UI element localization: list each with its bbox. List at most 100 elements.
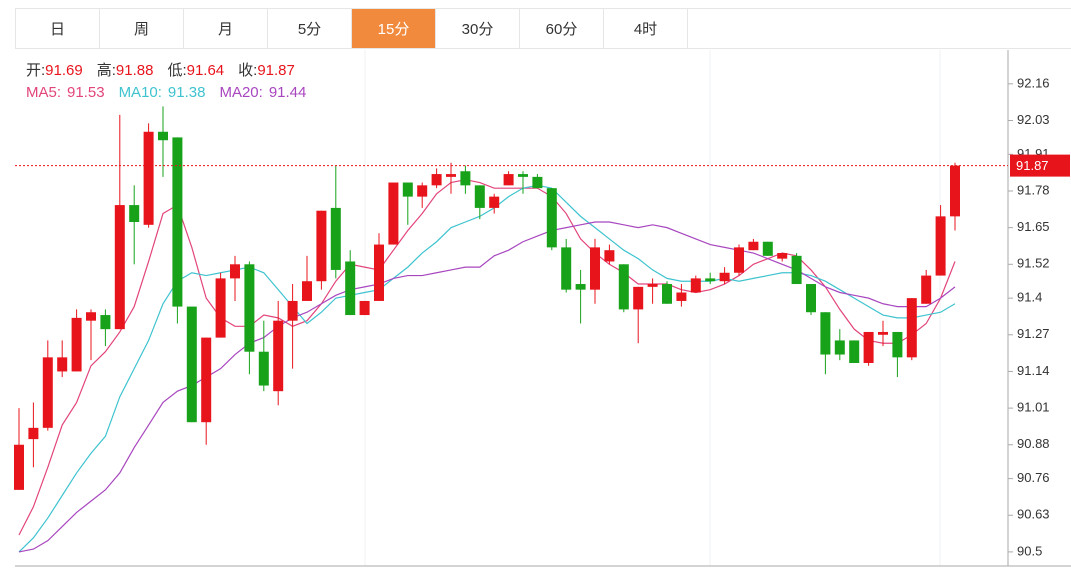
candle-body xyxy=(719,272,730,282)
ohlc-label: 高: xyxy=(96,62,116,79)
candle-body xyxy=(561,247,572,290)
candle-body xyxy=(14,444,24,490)
candle-body xyxy=(402,182,413,197)
candle-body xyxy=(201,337,212,423)
legend-label: MA10: xyxy=(118,84,162,101)
candle-body xyxy=(244,264,255,352)
candle-body xyxy=(215,278,226,338)
candle-body xyxy=(705,278,716,282)
candle-body xyxy=(474,185,485,208)
candle-body xyxy=(57,357,68,372)
candle-body xyxy=(460,171,471,186)
candle-body xyxy=(921,275,932,304)
candle-body xyxy=(143,131,154,225)
candle-body xyxy=(345,261,356,316)
period-tab[interactable]: 月 xyxy=(184,9,268,48)
legend-value: 91.53 xyxy=(67,84,105,101)
y-tick-label: 91.65 xyxy=(1017,219,1050,234)
candle-body xyxy=(302,281,312,301)
y-tick-label: 91.01 xyxy=(1017,400,1050,415)
y-tick-label: 92.16 xyxy=(1017,75,1050,90)
candle-body xyxy=(935,216,946,276)
candle-body xyxy=(748,241,759,251)
y-tick-label: 91.78 xyxy=(1017,182,1050,197)
y-tick-label: 91.27 xyxy=(1017,326,1050,341)
ohlc-label: 收: xyxy=(238,62,258,79)
period-tab[interactable]: 日 xyxy=(16,9,100,48)
legend-value: 91.44 xyxy=(268,84,307,101)
candle-body xyxy=(258,351,269,386)
y-tick-label: 90.88 xyxy=(1017,436,1050,451)
candle-body xyxy=(186,306,197,423)
period-tab[interactable]: 60分 xyxy=(520,9,604,48)
y-tick-label: 90.5 xyxy=(1017,543,1042,558)
candle-body xyxy=(633,286,644,310)
candle-body xyxy=(42,357,53,428)
candle-body xyxy=(647,284,658,287)
candle-body xyxy=(590,247,600,290)
info-panel: 开:91.69 高:91.88 低:91.64 收:91.87 MA5: 91.53 MA… xyxy=(26,60,320,104)
candle-body xyxy=(86,312,96,321)
y-tick-label: 90.63 xyxy=(1017,507,1050,522)
candle-body xyxy=(791,255,802,285)
ohlc-value: 91.87 xyxy=(257,62,295,79)
ohlc-label: 开: xyxy=(26,62,46,79)
ohlc-label: 低: xyxy=(167,62,187,79)
candle-body xyxy=(388,182,399,245)
candle-body xyxy=(71,317,82,372)
y-tick-label: 90.76 xyxy=(1017,470,1050,485)
candle-body xyxy=(503,174,514,186)
period-tab[interactable]: 5分 xyxy=(268,9,352,48)
ohlc-value: 91.69 xyxy=(45,62,83,79)
candle-body xyxy=(906,298,917,358)
candle-body xyxy=(114,205,125,330)
y-tick-label: 91.4 xyxy=(1017,290,1042,305)
candle-body xyxy=(273,320,284,392)
candle-body xyxy=(172,137,183,307)
candle-body xyxy=(604,250,615,262)
candle-body xyxy=(806,284,816,313)
candle-body xyxy=(532,176,543,189)
period-tab[interactable]: 30分 xyxy=(436,9,520,48)
period-tab[interactable]: 4时 xyxy=(604,9,688,48)
candle-body xyxy=(359,300,370,316)
candle-body xyxy=(892,331,903,358)
candle-body xyxy=(287,300,298,321)
candle-body xyxy=(446,174,456,177)
last-price-box xyxy=(1010,154,1070,177)
candle-body xyxy=(230,264,240,279)
candle-body xyxy=(834,340,845,355)
ohlc-value: 91.64 xyxy=(186,62,225,79)
candle-body xyxy=(28,427,39,440)
y-tick-label: 92.03 xyxy=(1017,112,1050,127)
ohlc-value: 91.88 xyxy=(115,62,154,79)
candle-body xyxy=(734,247,744,273)
y-tick-label: 91.14 xyxy=(1017,363,1050,378)
candle-body xyxy=(878,331,888,335)
candle-body xyxy=(662,284,672,304)
period-tabs: 日周月 5分 15分 30分 60分 4时 xyxy=(15,8,1071,49)
period-tab[interactable]: 周 xyxy=(100,9,184,48)
candle-body xyxy=(316,210,327,282)
candle-body xyxy=(820,312,831,355)
candle-body xyxy=(950,165,960,217)
candle-body xyxy=(849,340,860,363)
candle-body xyxy=(618,264,629,310)
ohlc-row: 开:91.69 高:91.88 低:91.64 收:91.87 xyxy=(26,60,320,82)
period-tab[interactable]: 15分 xyxy=(352,9,436,48)
candle-body xyxy=(777,253,788,259)
legend-label: MA5: xyxy=(26,84,62,101)
candle-body xyxy=(374,244,384,301)
ma-line xyxy=(18,179,956,536)
candle-body xyxy=(546,188,557,248)
legend-label: MA20: xyxy=(219,84,263,101)
candle-body xyxy=(863,331,874,363)
ma-row: MA5: 91.53 MA10: 91.38 MA20: 91.44 xyxy=(26,82,320,104)
candle-body xyxy=(330,207,341,270)
y-tick-label: 91.52 xyxy=(1017,256,1050,271)
candle-body xyxy=(518,174,528,177)
candle-body xyxy=(129,205,140,222)
legend-value: 91.38 xyxy=(167,84,206,101)
